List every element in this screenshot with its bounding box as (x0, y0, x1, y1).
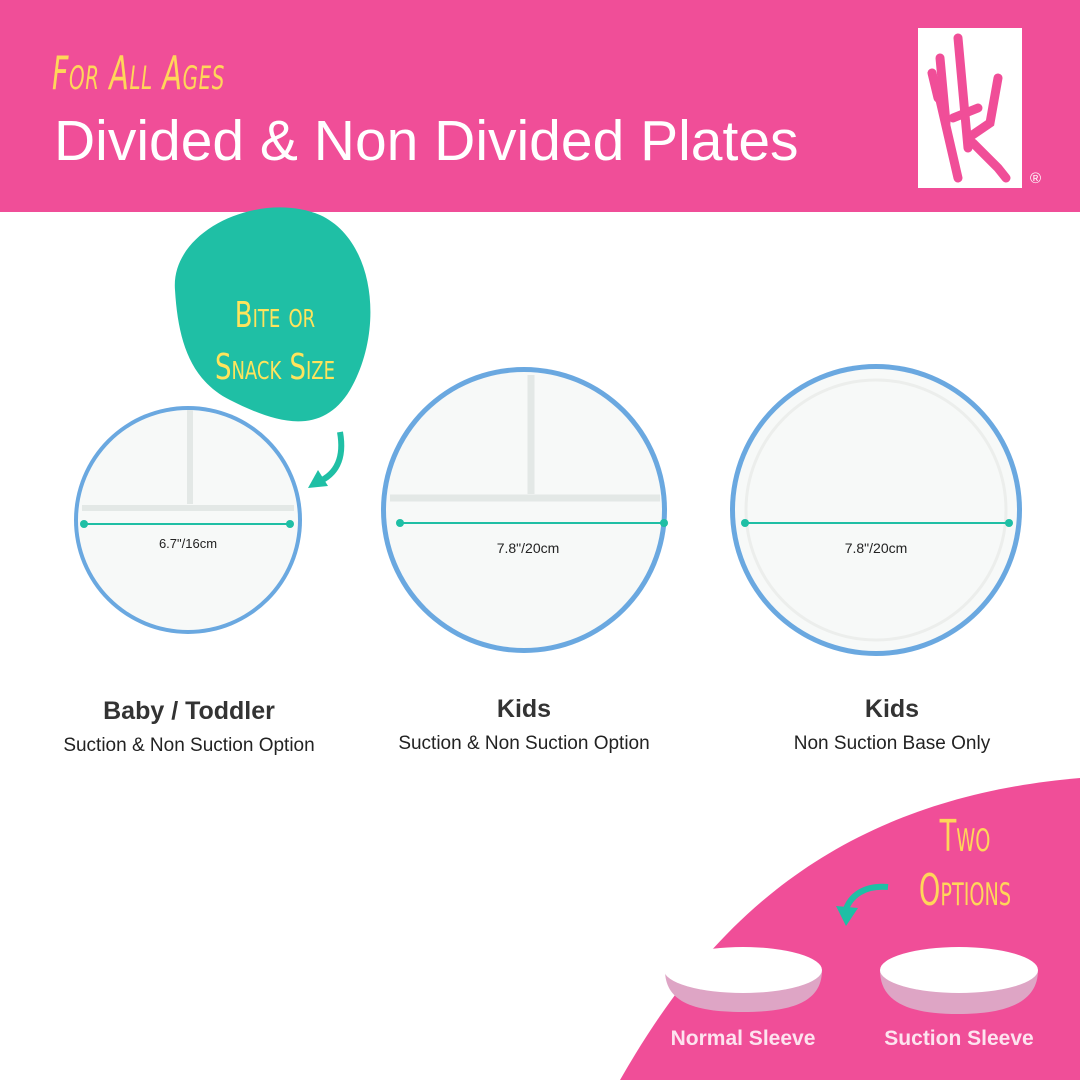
badge-line-1: Bite or (234, 295, 316, 336)
plate-baby-toddler (74, 406, 302, 634)
plate-subtitle: Suction & Non Suction Option (398, 733, 650, 754)
sleeve-label: Normal Sleeve (670, 1027, 816, 1050)
plate-name: Kids (496, 695, 552, 723)
page-title: Divided & Non Divided Plates (54, 109, 799, 173)
plate-dimension: 7.8"/20cm (844, 540, 908, 556)
plate-name: Baby / Toddler (103, 697, 275, 725)
header-banner: For All Ages Divided & Non Divided Plate… (0, 0, 1080, 212)
badge-text: Bite or Snack Size (214, 290, 336, 394)
options-line-1: Two (939, 811, 991, 862)
brand-logo (918, 28, 1022, 188)
registered-mark: ® (1030, 170, 1042, 187)
options-heading: Two Options (912, 810, 1017, 918)
arrow-icon (316, 431, 345, 485)
deer-antler-logo-icon (927, 33, 1011, 183)
plate-kids-non-divided (730, 364, 1022, 656)
plate-dimension: 6.7"/16cm (158, 536, 218, 551)
plate-subtitle: Non Suction Base Only (793, 733, 991, 754)
badge-line-2: Snack Size (215, 347, 335, 388)
sleeve-label: Suction Sleeve (884, 1027, 1034, 1050)
options-line-2: Options (918, 865, 1012, 916)
plate-kids-divided (381, 367, 668, 653)
normal-sleeve-image (664, 947, 822, 1012)
suction-sleeve-image (880, 947, 1038, 1014)
plate-subtitle: Suction & Non Suction Option (63, 735, 315, 756)
plate-dimension: 7.8"/20cm (496, 540, 560, 556)
snack-size-badge (174, 207, 371, 422)
plate-name: Kids (864, 695, 920, 723)
kicker-text: For All Ages (52, 46, 226, 100)
